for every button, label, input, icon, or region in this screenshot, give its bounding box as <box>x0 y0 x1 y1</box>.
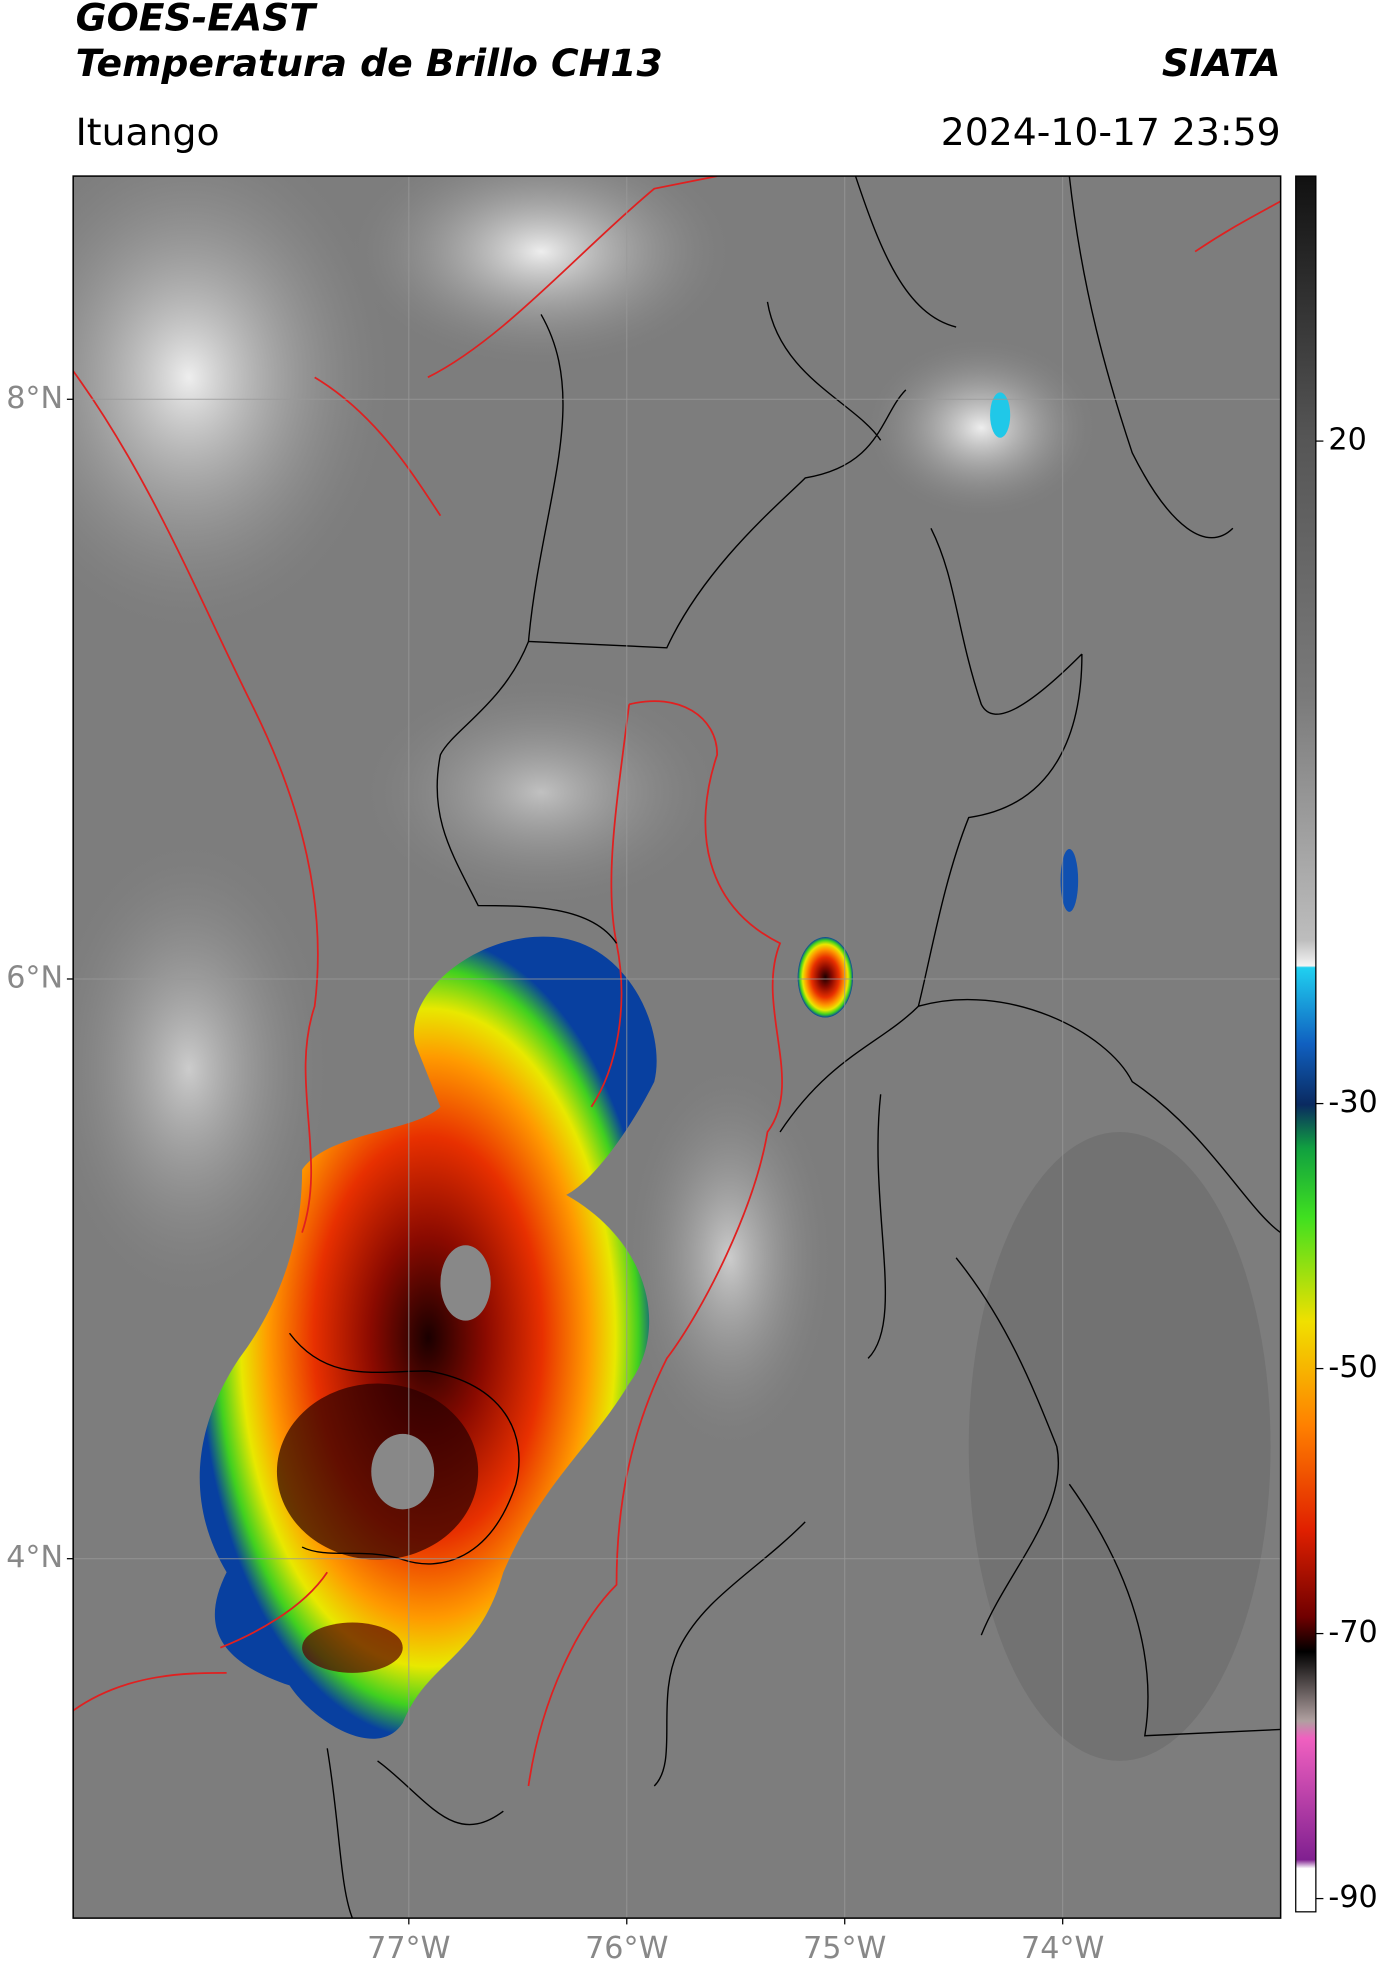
colorbar-label: -90 <box>1328 1880 1377 1915</box>
title: GOES-EAST <box>76 0 319 40</box>
title: Temperatura de Brillo CH13 <box>76 41 663 85</box>
cold-cloud <box>990 392 1011 438</box>
cold-cloud <box>1060 849 1079 912</box>
cloud <box>352 176 730 365</box>
colorbar <box>1295 175 1317 1913</box>
map <box>73 176 1281 1919</box>
convective-cell <box>797 937 853 1018</box>
lon-label: 74°W <box>1021 1931 1104 1966</box>
brand: SIATA <box>1162 41 1281 85</box>
storm-core <box>440 1245 491 1321</box>
colorbar-label: -70 <box>1328 1615 1377 1650</box>
location: Ituango <box>76 110 220 154</box>
colorbar-label: -30 <box>1328 1085 1377 1120</box>
cloud <box>629 1069 831 1447</box>
map-frame <box>72 175 1282 1919</box>
lat-label: 8°N <box>6 381 63 416</box>
cloud <box>73 176 391 629</box>
datetime: 2024-10-17 23:59 <box>941 110 1281 154</box>
municipal-boundary <box>288 176 1281 1919</box>
storm-core <box>302 1622 403 1673</box>
colorbar-label: 20 <box>1328 423 1366 458</box>
storm-core <box>371 1433 435 1510</box>
cloud <box>868 339 1095 516</box>
lat-label: 4°N <box>6 1540 63 1575</box>
lat-label: 6°N <box>6 960 63 995</box>
cloud <box>364 679 718 906</box>
graticule <box>73 176 1281 1919</box>
colorbar-label: -50 <box>1328 1350 1377 1385</box>
lon-label: 75°W <box>803 1931 886 1966</box>
cloud <box>968 1132 1271 1761</box>
lon-label: 77°W <box>367 1931 450 1966</box>
cloud <box>73 842 328 1296</box>
lon-label: 76°W <box>585 1931 668 1966</box>
